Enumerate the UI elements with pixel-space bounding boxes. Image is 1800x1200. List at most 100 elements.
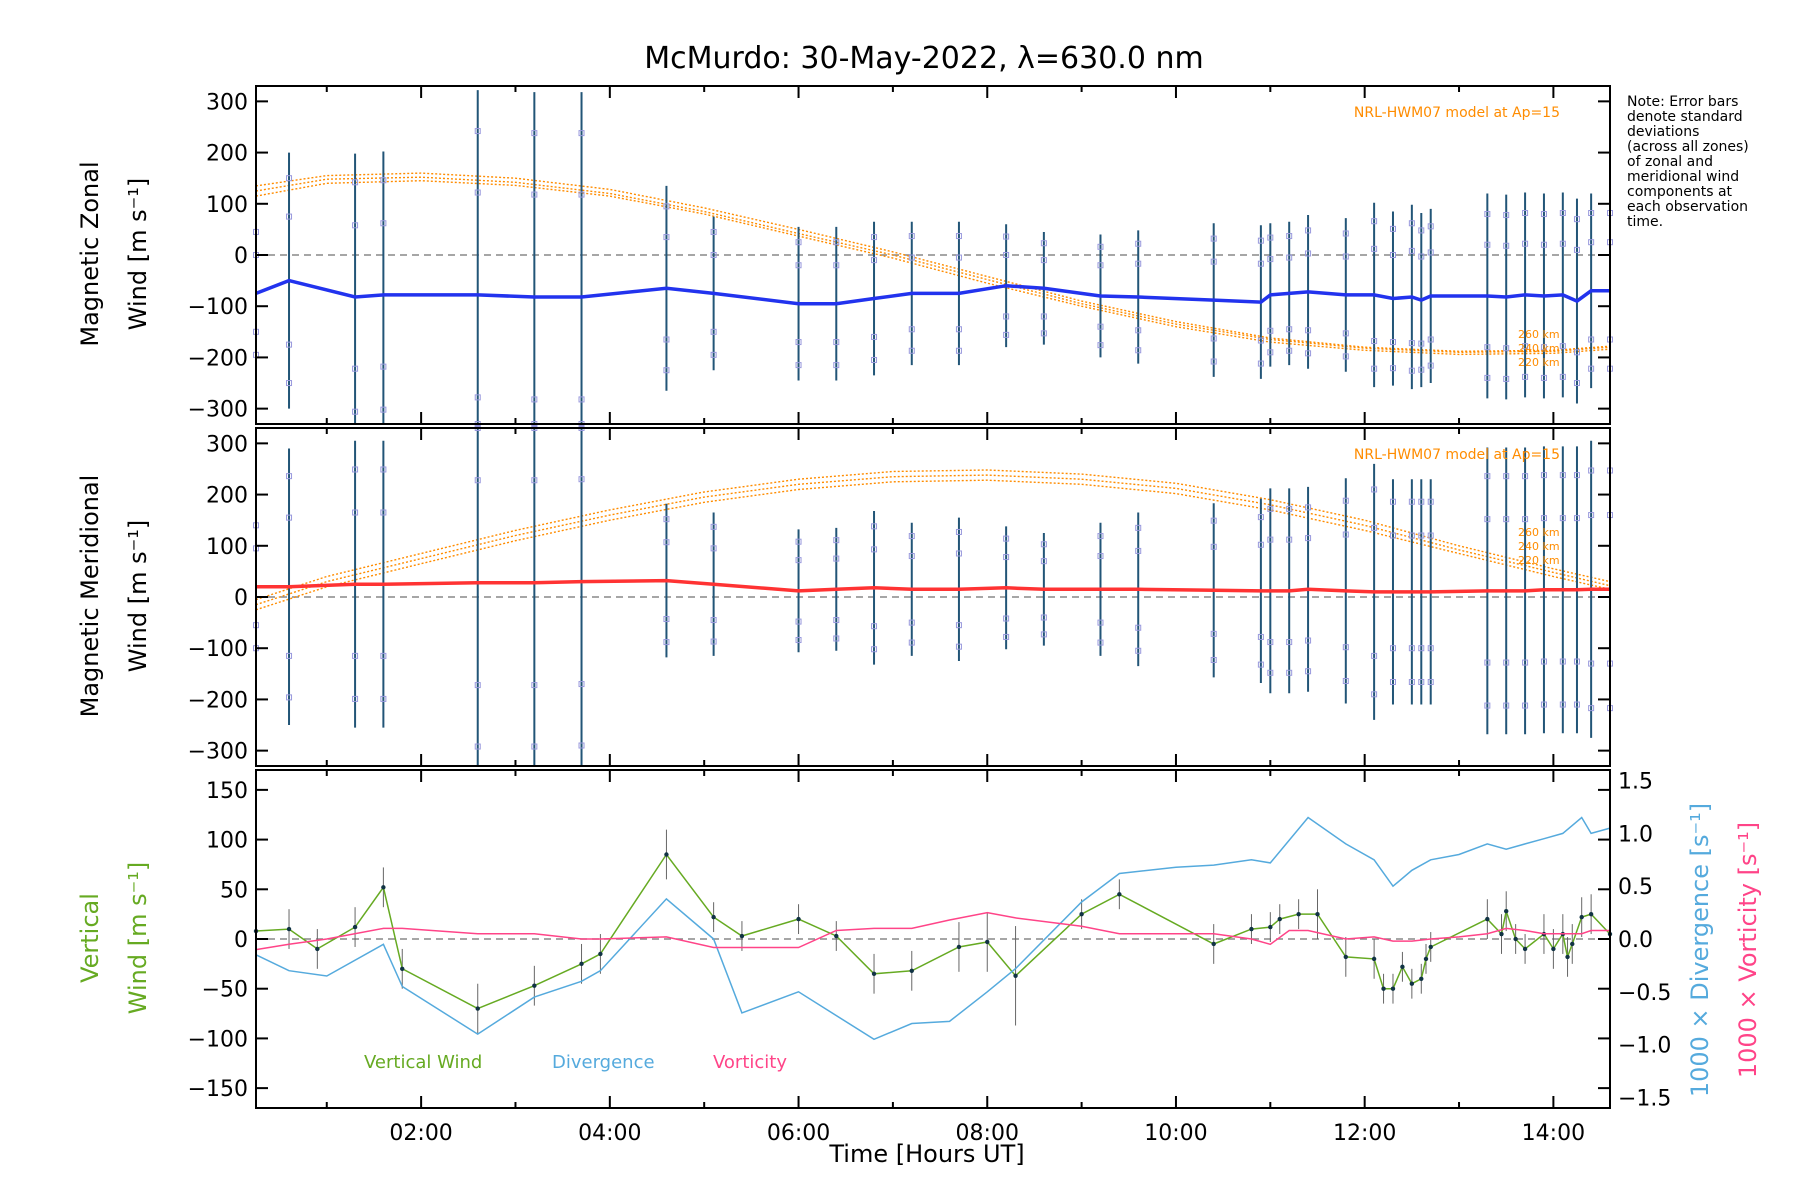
vertical-ylabel-line2: Wind [m s⁻¹] [124,862,152,1014]
zone-point [1573,349,1580,356]
zone-point [1097,553,1104,560]
zone-point [1097,243,1104,250]
zone-point [1427,645,1434,652]
zone-point [955,347,962,354]
zone-point [352,408,359,415]
zone-point [352,652,359,659]
zone-point [1588,210,1595,217]
note-line: (across all zones) [1627,139,1749,155]
zone-point [710,523,717,530]
data-point [1522,946,1528,952]
zone-point [1135,547,1142,554]
zone-point [1135,240,1142,247]
zone-point [833,537,840,544]
zone-point [1427,336,1434,343]
zone-point [474,394,481,401]
zone-point [1503,702,1510,709]
model-curve [255,469,1611,601]
zone-point [1573,380,1580,387]
zone-point [1371,245,1378,252]
zone-point [1389,679,1396,686]
legend-divergence: Divergence [552,1052,655,1073]
data-point [1423,956,1429,962]
zone-point [1267,234,1274,241]
zone-point [531,477,538,484]
zone-point [795,239,802,246]
zone-point [1305,250,1312,257]
zone-point [1286,326,1293,333]
zone-point [795,538,802,545]
zone-point [352,466,359,473]
zone-point [908,533,915,540]
zone-point [286,175,293,182]
y-tick-label: 200 [206,142,248,167]
zone-point [1408,498,1415,505]
data-point [739,933,745,939]
zone-point [1418,253,1425,260]
data-point [579,961,584,967]
data-point [1565,954,1570,960]
zone-point [1540,211,1547,218]
zone-point [1286,254,1293,261]
zone-point [663,203,670,210]
zone-point [1559,210,1566,217]
zone-point [286,213,293,220]
zone-point [1522,240,1529,247]
zone-point [286,652,293,659]
zone-point [1522,210,1529,217]
data-point [400,966,405,972]
zone-point [1210,235,1217,242]
data-point [1579,914,1584,920]
data-point [1268,924,1273,930]
meridional-ylabel-line2: Wind [m s⁻¹] [124,520,152,672]
zone-point [908,639,915,646]
zone-point [1342,230,1349,237]
y2-tick-label: −1.0 [1618,1034,1671,1059]
zone-point [1003,313,1010,320]
zone-point [871,623,878,630]
zone-point [531,682,538,689]
data-point [315,946,320,952]
data-point [834,933,839,939]
zone-point [1003,233,1010,240]
panel-zonal: −300 −200 −100 0 100 200 300 Magnetic Zonal Wi… [76,85,1613,427]
zone-point [1418,532,1425,539]
data-point [1485,916,1490,922]
zone-point [1342,677,1349,684]
zone-point [1389,225,1396,232]
zone-point [1267,536,1274,543]
zone-point [1040,330,1047,337]
zone-point [578,742,585,749]
data-point [475,1006,480,1011]
zone-point [286,694,293,701]
zonal-plot-area: −300 −200 −100 0 100 200 300 [188,85,1613,427]
zone-point [474,743,481,750]
y-tick-label: 0 [234,244,248,269]
zone-point [833,555,840,562]
zone-point [1210,358,1217,365]
zone-point [1573,658,1580,665]
zone-point [1040,257,1047,264]
data-point [1079,911,1084,917]
data-point [664,852,669,857]
zone-point [795,339,802,346]
x-axis-label: Time [Hours UT] [828,1140,1024,1168]
series-line [256,578,1610,594]
data-point [985,939,990,945]
meridional-plot-area: −300 −200 −100 0 100 200 300 [188,425,1613,767]
zone-point [1210,517,1217,524]
data-point [711,914,716,920]
zone-point [1210,258,1217,265]
zone-point [955,622,962,629]
zone-point [908,233,915,240]
data-point [796,916,801,922]
y-tick-label: 0 [234,586,248,611]
zone-point [1418,366,1425,373]
note-text: Note: Error bars denote standard deviati… [1627,94,1749,230]
zone-point [474,682,481,689]
zone-point [1503,212,1510,219]
zone-point [1559,701,1566,708]
zone-point [955,326,962,333]
y-tick-label: −100 [188,637,248,662]
